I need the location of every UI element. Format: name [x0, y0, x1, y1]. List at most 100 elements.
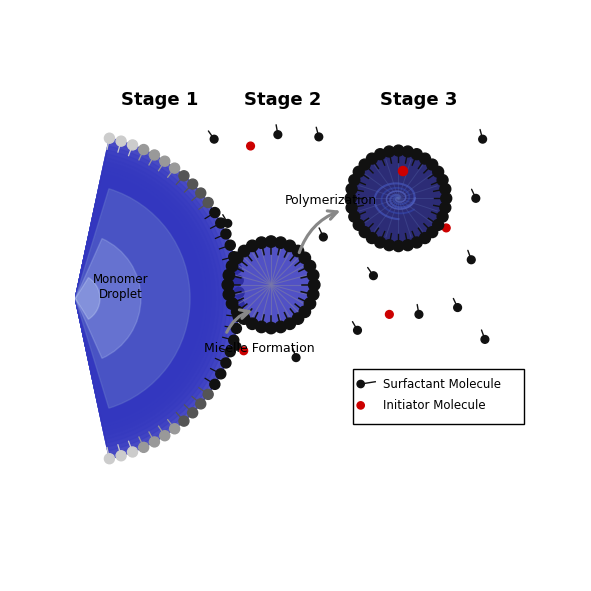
Circle shape — [415, 310, 423, 318]
Circle shape — [393, 145, 404, 156]
Circle shape — [265, 322, 277, 334]
Text: Stage 2: Stage 2 — [243, 92, 321, 109]
Wedge shape — [76, 189, 187, 408]
Circle shape — [307, 269, 319, 281]
Circle shape — [234, 300, 244, 310]
Wedge shape — [76, 274, 100, 323]
Circle shape — [105, 454, 115, 464]
Circle shape — [170, 424, 180, 434]
Circle shape — [479, 135, 486, 143]
Wedge shape — [76, 220, 156, 377]
Circle shape — [393, 241, 404, 252]
Wedge shape — [76, 224, 152, 373]
Circle shape — [402, 240, 413, 251]
Circle shape — [375, 237, 386, 248]
Circle shape — [196, 188, 206, 198]
Circle shape — [179, 416, 189, 426]
Circle shape — [315, 133, 323, 141]
Circle shape — [160, 156, 170, 166]
Wedge shape — [76, 247, 128, 350]
Circle shape — [238, 245, 250, 256]
Wedge shape — [76, 239, 136, 358]
Circle shape — [265, 236, 277, 247]
Wedge shape — [76, 243, 132, 354]
Wedge shape — [76, 189, 190, 408]
Wedge shape — [76, 255, 120, 342]
Circle shape — [233, 275, 243, 285]
Circle shape — [320, 233, 327, 241]
Circle shape — [203, 197, 213, 207]
Circle shape — [309, 279, 320, 291]
Circle shape — [420, 233, 430, 243]
Wedge shape — [76, 208, 168, 389]
Circle shape — [299, 306, 310, 317]
Circle shape — [411, 237, 422, 248]
Wedge shape — [76, 212, 164, 385]
Circle shape — [349, 211, 360, 222]
Text: Micelle Formation: Micelle Formation — [204, 342, 315, 355]
Circle shape — [402, 146, 413, 157]
Circle shape — [481, 336, 489, 343]
Circle shape — [366, 233, 378, 243]
Circle shape — [221, 229, 231, 239]
Wedge shape — [76, 278, 96, 319]
Circle shape — [369, 272, 377, 280]
Circle shape — [467, 256, 475, 264]
Circle shape — [256, 237, 267, 248]
Circle shape — [238, 313, 250, 324]
Circle shape — [160, 431, 170, 441]
Circle shape — [188, 408, 197, 418]
Circle shape — [353, 166, 364, 177]
Circle shape — [116, 136, 126, 146]
Circle shape — [150, 437, 160, 447]
Circle shape — [284, 318, 296, 329]
Wedge shape — [76, 239, 141, 358]
Circle shape — [357, 381, 364, 388]
Circle shape — [210, 135, 218, 143]
Circle shape — [384, 146, 395, 157]
Circle shape — [304, 261, 316, 272]
Wedge shape — [76, 232, 144, 365]
Circle shape — [170, 163, 180, 173]
Circle shape — [179, 171, 189, 181]
Circle shape — [210, 379, 220, 389]
Circle shape — [437, 211, 448, 222]
Circle shape — [225, 240, 235, 250]
Circle shape — [275, 237, 287, 248]
Wedge shape — [76, 154, 223, 443]
Circle shape — [210, 207, 220, 217]
Circle shape — [223, 289, 235, 300]
Circle shape — [232, 306, 243, 317]
Wedge shape — [76, 204, 171, 392]
Wedge shape — [76, 181, 196, 416]
Circle shape — [203, 389, 213, 400]
Circle shape — [228, 242, 314, 328]
Circle shape — [411, 149, 422, 160]
Circle shape — [420, 153, 430, 164]
Wedge shape — [76, 196, 180, 401]
Circle shape — [196, 399, 206, 409]
Circle shape — [304, 298, 316, 309]
Text: Initiator Molecule: Initiator Molecule — [382, 399, 485, 412]
Circle shape — [229, 252, 239, 262]
Circle shape — [345, 193, 356, 204]
Wedge shape — [76, 267, 108, 330]
Circle shape — [222, 279, 233, 291]
FancyBboxPatch shape — [353, 369, 524, 424]
Wedge shape — [76, 278, 100, 319]
Circle shape — [357, 402, 364, 409]
Wedge shape — [76, 169, 207, 428]
Wedge shape — [76, 259, 116, 338]
Wedge shape — [76, 228, 148, 369]
Circle shape — [307, 289, 319, 300]
Circle shape — [226, 298, 238, 309]
Circle shape — [150, 150, 160, 160]
Circle shape — [440, 184, 451, 194]
Wedge shape — [76, 165, 212, 431]
Wedge shape — [76, 161, 215, 436]
Circle shape — [454, 304, 462, 311]
Circle shape — [105, 133, 115, 143]
Wedge shape — [76, 235, 140, 362]
Circle shape — [284, 240, 296, 252]
Wedge shape — [76, 177, 199, 420]
